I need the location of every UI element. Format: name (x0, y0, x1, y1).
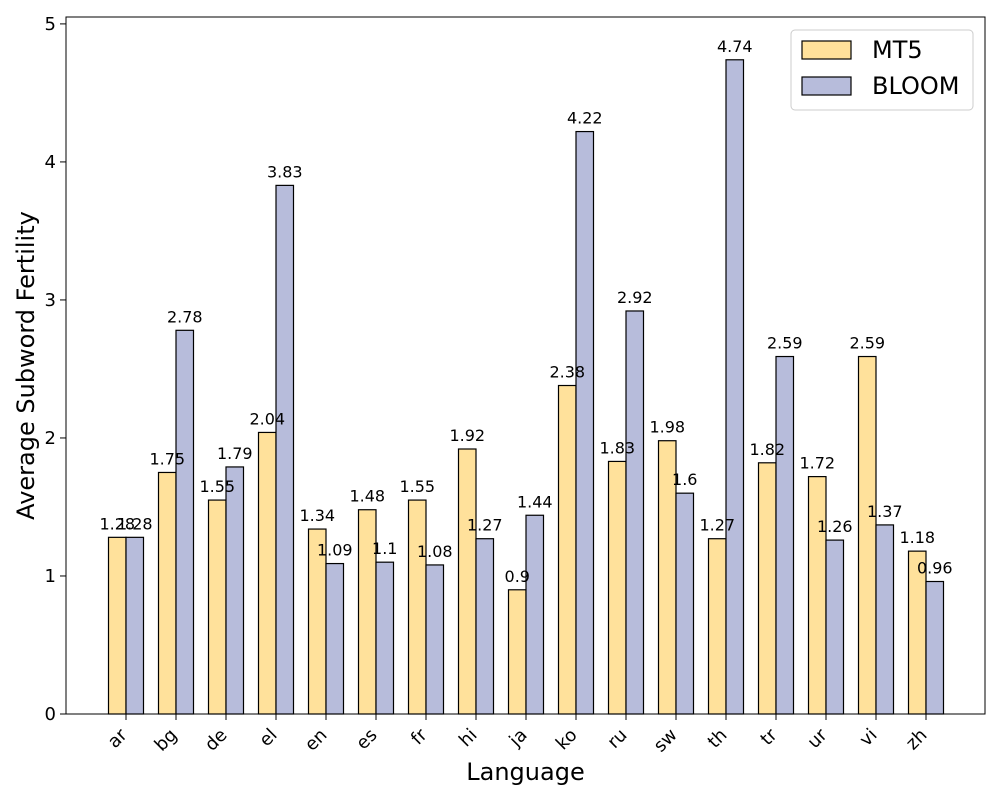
bar-mt5-hi (457, 448, 477, 715)
legend-label-bloom: BLOOM (872, 72, 959, 100)
data-label-mt5-fr: 1.55 (399, 477, 435, 496)
data-label-bloom-fr: 1.08 (417, 542, 453, 561)
bar-mt5-fr (407, 499, 427, 715)
bar-bloom-de (225, 466, 245, 715)
bar-bloom-fr (425, 564, 445, 715)
x-tick-label-sw: sw (650, 725, 682, 757)
data-label-bloom-ja: 1.44 (517, 492, 553, 511)
bar-bloom-hi (475, 538, 495, 715)
bar-mt5-bg (157, 471, 177, 715)
x-tick-label-de: de (201, 725, 232, 756)
data-label-bloom-es: 1.1 (372, 539, 397, 558)
data-label-mt5-zh: 1.18 (899, 528, 935, 547)
data-label-bloom-sw: 1.6 (672, 470, 697, 489)
bars-layer (107, 59, 945, 715)
x-tick-label-ar: ar (104, 724, 132, 752)
y-tick-label: 2 (45, 428, 56, 449)
data-label-bloom-bg: 2.78 (167, 307, 203, 326)
bar-mt5-ar (107, 536, 127, 715)
bar-bloom-tr (775, 355, 795, 715)
x-tick-label-ru: ru (603, 725, 631, 753)
y-tick-label: 0 (45, 704, 56, 725)
x-tick-label-hi: hi (455, 725, 481, 751)
data-label-mt5-en: 1.34 (299, 506, 335, 525)
data-labels-layer: 1.281.28 1.75 2.78 1.55 1.79 2.04 3.83 1.34 1.09… (99, 37, 952, 586)
data-label-mt5-ko: 2.38 (549, 363, 585, 382)
x-tick-label-es: es (352, 725, 381, 754)
y-tick-label: 4 (45, 152, 56, 173)
bar-bloom-zh (925, 580, 945, 715)
x-tick-label-fr: fr (407, 724, 432, 749)
data-label-mt5-el: 2.04 (249, 409, 285, 428)
bar-bloom-ja (525, 514, 545, 715)
y-tick-label: 3 (45, 290, 56, 311)
x-tick-label-bg: bg (151, 725, 182, 756)
y-tick-label: 5 (45, 14, 56, 35)
bar-mt5-vi (857, 355, 877, 715)
bar-bloom-th (725, 59, 745, 715)
bar-bloom-ko (575, 130, 595, 715)
x-tick-label-zh: zh (902, 725, 932, 755)
data-label-mt5-th: 1.27 (699, 516, 735, 535)
bar-mt5-ur (807, 476, 827, 715)
x-tick-label-vi: vi (856, 725, 882, 751)
data-label-mt5-tr: 1.82 (749, 440, 785, 459)
data-label-bloom-zh: 0.96 (917, 559, 953, 578)
bar-mt5-ja (507, 589, 527, 715)
data-label-mt5-bg: 1.75 (149, 449, 185, 468)
x-tick-label-ko: ko (552, 725, 582, 755)
bar-bloom-bg (175, 329, 195, 715)
x-tick-label-ur: ur (803, 724, 832, 753)
y-axis-title: Average Subword Fertility (12, 211, 40, 520)
data-label-mt5-vi: 2.59 (849, 334, 885, 353)
legend-swatch-bloom (801, 76, 852, 96)
legend-swatch-mt5 (801, 40, 852, 60)
data-label-mt5-sw: 1.98 (649, 418, 685, 437)
x-tick-label-th: th (704, 725, 732, 753)
data-label-bloom-vi: 1.37 (867, 502, 903, 521)
x-tick-label-el: el (255, 725, 281, 751)
data-label-mt5-ja: 0.9 (505, 567, 530, 586)
data-label-mt5-de: 1.55 (199, 477, 235, 496)
x-tick-label-ja: ja (505, 725, 532, 752)
data-label-bloom-ru: 2.92 (617, 288, 653, 307)
x-tick-label-tr: tr (756, 724, 781, 749)
bar-mt5-el (257, 431, 277, 715)
y-axis: 0 1 2 3 4 5 (45, 14, 66, 725)
data-label-mt5-es: 1.48 (349, 487, 385, 506)
legend-label-mt5: MT5 (872, 36, 923, 64)
data-label-bloom-ur: 1.26 (817, 517, 853, 536)
data-label-bloom-hi: 1.27 (467, 516, 503, 535)
bar-mt5-tr (757, 462, 777, 715)
data-label-mt5-ur: 1.72 (799, 454, 835, 473)
data-label-bloom-ar: 1.28 (117, 514, 153, 533)
x-tick-label-en: en (301, 725, 332, 756)
data-label-bloom-tr: 2.59 (767, 334, 803, 353)
bar-bloom-es (375, 561, 395, 715)
data-label-mt5-ar: 1.28 (99, 514, 135, 533)
y-tick-label: 1 (45, 566, 56, 587)
data-label-bloom-ko: 4.22 (567, 109, 603, 128)
bar-bloom-ru (625, 310, 645, 715)
bar-bloom-vi (875, 524, 895, 715)
bar-mt5-ko (557, 384, 577, 715)
bar-mt5-de (207, 499, 227, 715)
bar-bloom-ar (125, 536, 145, 715)
bar-mt5-th (707, 538, 727, 715)
bar-bloom-sw (675, 492, 695, 715)
x-axis-title: Language (466, 758, 584, 786)
bar-mt5-ru (607, 460, 627, 715)
legend: MT5 BLOOM (790, 29, 974, 111)
data-label-mt5-ru: 1.83 (599, 438, 635, 457)
data-label-bloom-th: 4.74 (717, 37, 753, 56)
bar-bloom-en (325, 562, 345, 715)
bar-bloom-el (275, 184, 295, 715)
data-label-bloom-de: 1.79 (217, 444, 253, 463)
data-label-bloom-el: 3.83 (267, 162, 303, 181)
data-label-bloom-en: 1.09 (317, 541, 353, 560)
bar-bloom-ur (825, 539, 845, 715)
data-label-mt5-hi: 1.92 (449, 426, 485, 445)
x-axis: ar bg de el en es fr hi ja ko ru sw th tr ur vi zh (104, 714, 932, 757)
